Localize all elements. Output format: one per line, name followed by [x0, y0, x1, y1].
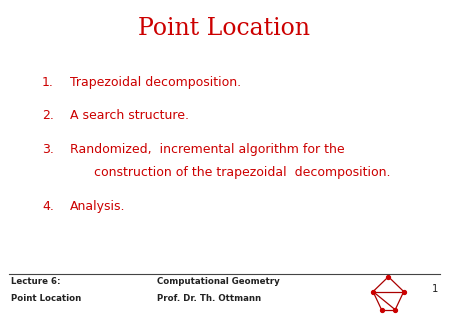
Text: Trapezoidal decomposition.: Trapezoidal decomposition. [70, 76, 241, 89]
Text: 1.: 1. [42, 76, 54, 89]
Text: Computational Geometry: Computational Geometry [157, 277, 280, 286]
Text: Point Location: Point Location [138, 17, 311, 41]
Text: 1: 1 [431, 284, 438, 294]
Text: Randomized,  incremental algorithm for the: Randomized, incremental algorithm for th… [70, 143, 344, 156]
Text: A search structure.: A search structure. [70, 109, 189, 122]
Text: 4.: 4. [42, 200, 54, 213]
Text: Point Location: Point Location [11, 294, 81, 303]
Text: Analysis.: Analysis. [70, 200, 125, 213]
Text: Lecture 6:: Lecture 6: [11, 277, 61, 286]
Text: Prof. Dr. Th. Ottmann: Prof. Dr. Th. Ottmann [157, 294, 261, 303]
Text: 2.: 2. [42, 109, 54, 122]
Text: 3.: 3. [42, 143, 54, 156]
Text: construction of the trapezoidal  decomposition.: construction of the trapezoidal decompos… [70, 166, 390, 179]
